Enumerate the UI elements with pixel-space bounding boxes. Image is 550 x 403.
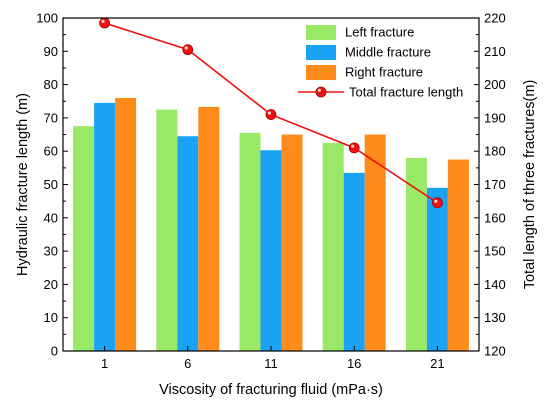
legend-swatch-middle-fracture bbox=[306, 45, 336, 60]
y-tick-label: 70 bbox=[44, 110, 58, 125]
legend-marker-highlight bbox=[317, 88, 321, 92]
bar-left-fracture-1 bbox=[73, 126, 95, 351]
y2-tick-label: 180 bbox=[484, 144, 506, 159]
point-highlight-21 bbox=[434, 199, 438, 203]
bar-right-fracture-1 bbox=[115, 97, 137, 351]
point-highlight-16 bbox=[351, 144, 355, 148]
y2-tick-label: 150 bbox=[484, 244, 506, 259]
bar-middle-fracture-16 bbox=[343, 172, 365, 351]
y-axis-title: Hydraulic fracture length (m) bbox=[15, 93, 31, 276]
bar-right-fracture-21 bbox=[447, 159, 469, 351]
legend-label-right-fracture: Right fracture bbox=[345, 65, 423, 80]
y2-tick-label: 130 bbox=[484, 310, 506, 325]
y2-tick-label: 200 bbox=[484, 77, 506, 92]
x-tick-label: 21 bbox=[430, 356, 444, 371]
x-tick-label: 1 bbox=[101, 356, 108, 371]
bar-right-fracture-11 bbox=[281, 134, 303, 351]
y-tick-label: 100 bbox=[36, 11, 58, 26]
legend-label-middle-fracture: Middle fracture bbox=[345, 45, 431, 60]
y2-tick-label: 210 bbox=[484, 44, 506, 59]
point-total-fracture-length-11 bbox=[265, 109, 277, 120]
bar-left-fracture-11 bbox=[239, 132, 261, 351]
bar-middle-fracture-1 bbox=[94, 102, 116, 351]
plot-layer bbox=[73, 17, 469, 351]
axis-layer: 0 10 20 30 40 50 60 70 80 90 100 120 130 140 150 160 170… bbox=[36, 11, 505, 372]
y2-tick-label: 220 bbox=[484, 11, 506, 26]
bar-middle-fracture-6 bbox=[177, 136, 199, 351]
bar-right-fracture-6 bbox=[198, 106, 220, 351]
y-tick-label: 10 bbox=[44, 310, 58, 325]
legend-label-total-fracture-length: Total fracture length bbox=[349, 85, 463, 100]
y2-tick-label: 170 bbox=[484, 177, 506, 192]
bar-left-fracture-21 bbox=[405, 157, 427, 351]
point-total-fracture-length-1 bbox=[99, 17, 110, 29]
y-tick-label: 40 bbox=[44, 210, 58, 225]
y2-tick-label: 160 bbox=[484, 210, 506, 225]
y-tick-label: 30 bbox=[44, 244, 58, 259]
bar-middle-fracture-21 bbox=[426, 187, 448, 351]
legend-swatch-right-fracture bbox=[306, 65, 336, 80]
y2-axis-title: Total length of three fractures(m) bbox=[522, 80, 538, 290]
legend-label-left-fracture: Left fracture bbox=[345, 25, 414, 40]
point-highlight-6 bbox=[184, 46, 188, 50]
x-tick-label: 11 bbox=[264, 356, 278, 371]
bar-middle-fracture-11 bbox=[260, 150, 282, 351]
y-tick-label: 80 bbox=[44, 77, 58, 92]
y2-tick-label: 190 bbox=[484, 110, 506, 125]
point-highlight-1 bbox=[101, 19, 105, 23]
legend-swatch-left-fracture bbox=[306, 25, 336, 40]
x-axis-title: Viscosity of fracturing fluid (mPa·s) bbox=[159, 382, 383, 398]
x-tick-label: 16 bbox=[347, 356, 361, 371]
y-tick-label: 20 bbox=[44, 277, 58, 292]
bar-right-fracture-16 bbox=[364, 134, 386, 351]
y2-tick-label: 140 bbox=[484, 277, 506, 292]
point-total-fracture-length-21 bbox=[431, 197, 443, 209]
point-total-fracture-length-16 bbox=[348, 142, 360, 154]
y2-tick-label: 120 bbox=[484, 344, 506, 359]
bar-left-fracture-16 bbox=[322, 142, 344, 351]
y-tick-label: 60 bbox=[44, 144, 58, 159]
point-total-fracture-length-6 bbox=[182, 44, 194, 56]
bar-left-fracture-6 bbox=[156, 109, 178, 351]
x-tick-label: 6 bbox=[184, 356, 191, 371]
y-tick-label: 50 bbox=[44, 177, 58, 192]
y-tick-label: 90 bbox=[44, 44, 58, 59]
y-tick-label: 0 bbox=[51, 344, 58, 359]
legend: Left fracture Middle fracture Right fractu… bbox=[298, 25, 463, 100]
point-highlight-11 bbox=[267, 111, 271, 115]
legend-marker-total-fracture-length bbox=[315, 86, 327, 98]
